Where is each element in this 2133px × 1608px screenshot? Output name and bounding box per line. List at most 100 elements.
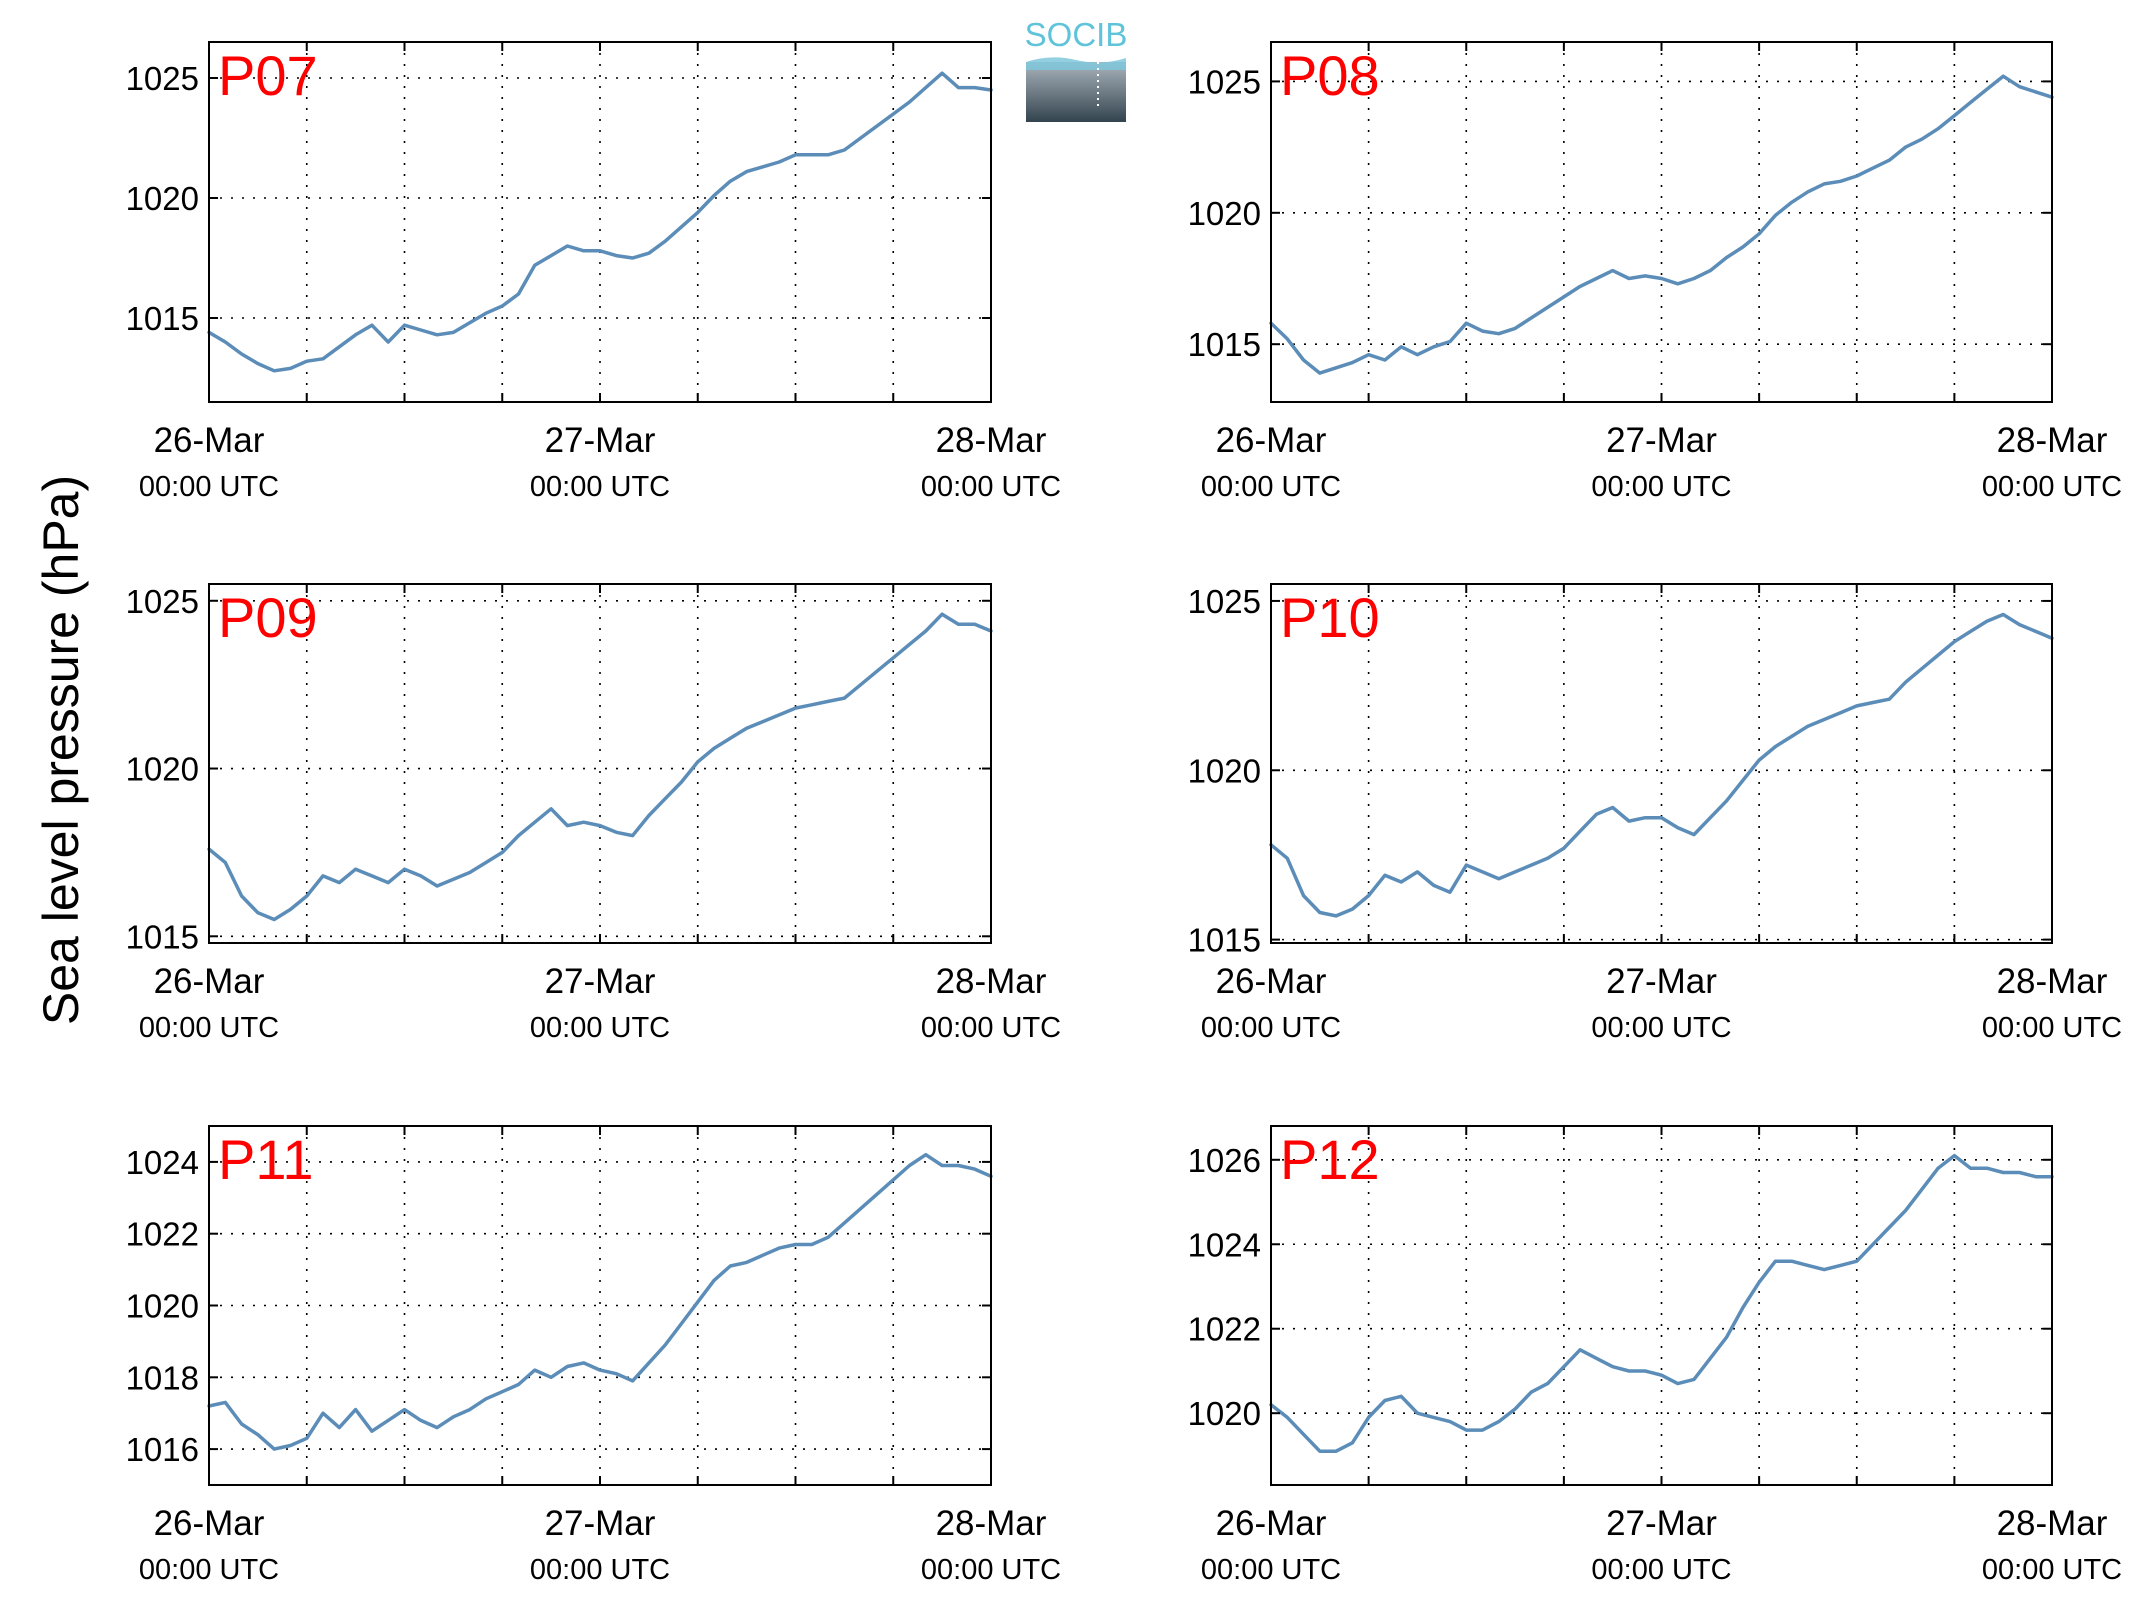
data-point	[892, 1179, 895, 1181]
data-point	[452, 331, 455, 334]
y-tick-label: 1015	[1188, 922, 1261, 959]
x-tick-label-date: 28-Mar	[1997, 1504, 2108, 1543]
data-point	[224, 861, 227, 864]
data-point	[1465, 1429, 1468, 1431]
data-point	[778, 1247, 780, 1249]
y-tick-label: 1024	[1188, 1226, 1261, 1263]
data-point	[762, 720, 764, 723]
x-tick-label-time: 00:00 UTC	[921, 1012, 1061, 1044]
data-point	[1319, 1450, 1321, 1452]
data-point	[648, 1362, 650, 1364]
data-point	[2002, 613, 2004, 616]
data-point	[1628, 277, 1630, 280]
data-point	[1677, 283, 1679, 285]
data-point	[582, 821, 585, 823]
data-point	[371, 1430, 373, 1432]
data-point	[664, 240, 666, 242]
data-point	[876, 125, 878, 127]
y-tick-label: 1025	[1188, 63, 1261, 100]
data-point	[1546, 1382, 1549, 1385]
x-tick-label-time: 00:00 UTC	[1982, 471, 2122, 503]
data-point	[354, 1408, 357, 1411]
data-point	[1953, 114, 1956, 117]
x-tick-label-time: 00:00 UTC	[530, 1554, 670, 1586]
x-tick-label-date: 27-Mar	[545, 421, 656, 460]
x-tick-label-date: 26-Mar	[154, 1504, 265, 1543]
data-point	[534, 1369, 536, 1371]
data-point	[859, 1207, 862, 1210]
data-point	[338, 1426, 341, 1429]
panel-title: P07	[218, 44, 318, 107]
data-point	[811, 704, 813, 706]
data-point	[534, 821, 536, 823]
data-point	[436, 885, 438, 887]
data-point	[697, 761, 699, 763]
data-point	[745, 170, 748, 173]
data-point	[941, 72, 943, 74]
data-point	[957, 623, 960, 626]
data-point	[1286, 857, 1289, 860]
data-point	[1611, 806, 1614, 809]
data-point	[1481, 330, 1484, 332]
data-point	[306, 895, 308, 897]
y-tick-label: 1025	[1188, 583, 1261, 620]
data-point	[615, 1372, 618, 1375]
data-point	[1774, 745, 1777, 748]
chart-panel-p11: 1016 1018 1020 1022 1024 26-Mar 00:00 UTC 27-Ma…	[126, 1125, 1061, 1586]
x-tick-label-date: 28-Mar	[936, 1504, 1047, 1543]
x-tick-label-time: 00:00 UTC	[1982, 1012, 2122, 1044]
panel-title: P09	[218, 586, 318, 649]
x-tick-label-date: 27-Mar	[1606, 421, 1717, 460]
data-point	[1856, 1260, 1858, 1262]
data-point	[713, 1279, 715, 1282]
data-point	[794, 154, 797, 156]
data-point	[1969, 630, 1972, 633]
data-point	[2018, 1171, 2021, 1174]
data-point	[1839, 180, 1842, 183]
data-point	[1937, 127, 1939, 130]
x-tick-label-date: 27-Mar	[1606, 1504, 1717, 1543]
data-point	[403, 324, 406, 327]
data-point	[1725, 1336, 1728, 1338]
data-point	[289, 1444, 292, 1447]
data-point	[1677, 1382, 1679, 1385]
data-point	[1335, 1450, 1337, 1452]
data-point	[485, 861, 487, 864]
data-point	[794, 707, 797, 709]
data-point	[2034, 630, 2037, 633]
data-point	[1351, 908, 1354, 910]
data-point	[1872, 701, 1874, 704]
data-point	[876, 1193, 878, 1195]
y-tick-label: 1015	[126, 918, 199, 955]
panel-title: P10	[1280, 586, 1380, 649]
data-point	[2002, 1171, 2004, 1174]
socib-logo: SOCIB	[1025, 16, 1127, 122]
data-point	[1660, 1374, 1663, 1376]
data-point	[1579, 1349, 1581, 1351]
data-point	[566, 1365, 569, 1368]
data-point	[1921, 667, 1923, 670]
data-point	[664, 1344, 666, 1346]
x-tick-label-date: 26-Mar	[1216, 1504, 1327, 1543]
data-point	[1351, 1442, 1354, 1444]
data-point	[387, 1419, 390, 1422]
data-point	[859, 137, 862, 139]
x-tick-label-time: 00:00 UTC	[1201, 471, 1341, 503]
data-point	[273, 918, 276, 921]
data-point	[1742, 246, 1744, 248]
chart-panel-p07: 1015 1020 1025 26-Mar 00:00 UTC 27-Mar 00:00 U…	[126, 41, 1061, 503]
data-point	[1465, 864, 1468, 866]
data-point	[957, 86, 960, 89]
x-tick-label-date: 26-Mar	[154, 421, 265, 460]
data-point	[778, 161, 780, 163]
data-point	[1888, 159, 1891, 161]
data-point	[1286, 338, 1289, 340]
data-point	[1595, 1357, 1598, 1360]
data-point	[2002, 75, 2004, 77]
data-point	[1758, 759, 1760, 761]
data-point	[631, 1380, 634, 1382]
data-point	[1514, 327, 1516, 330]
chart-panel-p09: 1015 1020 1025 26-Mar 00:00 UTC 27-Mar 00:00 U…	[126, 583, 1062, 1044]
data-point	[1774, 1260, 1777, 1262]
